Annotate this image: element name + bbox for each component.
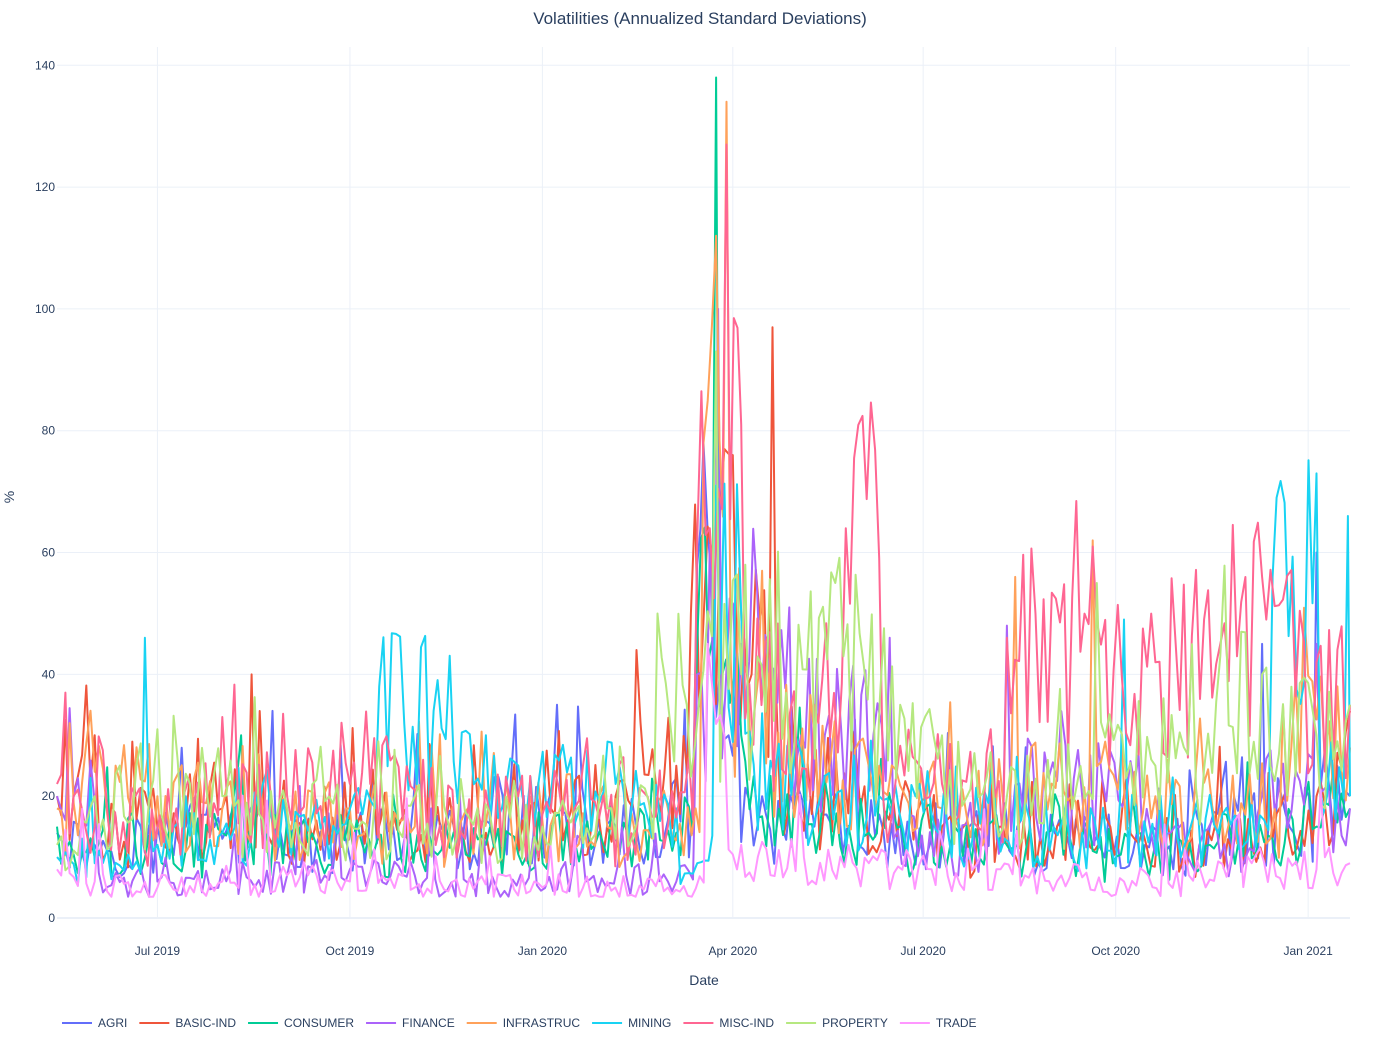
legend-label: CONSUMER [284,1016,354,1030]
legend[interactable]: AGRI BASIC-IND CONSUMER FINANCE INFRASTRUC MI… [62,1016,977,1030]
chart-title: Volatilities (Annualized Standard Deviat… [533,9,867,28]
legend-label: AGRI [98,1016,127,1030]
legend-label: MINING [628,1016,671,1030]
legend-item-trade[interactable]: TRADE [899,1016,977,1030]
legend-item-misc-ind[interactable]: MISC-IND [683,1016,774,1030]
y-tick-label: 40 [42,667,56,681]
legend-item-mining[interactable]: MINING [592,1016,671,1030]
legend-label: FINANCE [402,1016,455,1030]
legend-item-basic-ind[interactable]: BASIC-IND [139,1016,236,1030]
x-tick-label: Jan 2021 [1283,944,1333,958]
series-line-misc-ind[interactable] [56,143,1351,868]
legend-label: PROPERTY [822,1016,888,1030]
y-tick-label: 0 [48,911,55,925]
legend-item-consumer[interactable]: CONSUMER [248,1016,354,1030]
x-tick-label: Oct 2019 [326,944,375,958]
series-line-trade[interactable] [56,642,1351,898]
y-tick-label: 60 [42,546,56,560]
legend-item-infrastruc[interactable]: INFRASTRUC [466,1016,581,1030]
series-line-property[interactable] [56,350,1351,872]
legend-label: BASIC-IND [175,1016,236,1030]
x-tick-label: Jan 2020 [518,944,568,958]
legend-item-finance[interactable]: FINANCE [366,1016,455,1030]
x-tick-label: Oct 2020 [1091,944,1140,958]
y-tick-label: 80 [42,424,56,438]
x-tick-label: Apr 2020 [708,944,757,958]
x-axis-ticks: Jul 2019 Oct 2019 Jan 2020 Apr 2020 Jul 2020… [135,944,1333,958]
y-tick-label: 140 [35,58,55,72]
legend-label: TRADE [936,1016,977,1030]
y-axis-ticks: 0 20 40 60 80 100 120 140 [35,58,55,925]
legend-label: INFRASTRUC [503,1016,581,1030]
legend-item-property[interactable]: PROPERTY [786,1016,888,1030]
y-axis-label: % [1,491,17,503]
legend-item-agri[interactable]: AGRI [62,1016,127,1030]
legend-label: MISC-IND [719,1016,774,1030]
y-tick-label: 100 [35,302,55,316]
x-tick-label: Jul 2019 [135,944,181,958]
y-tick-label: 20 [42,789,56,803]
series-line-basic-ind[interactable] [56,326,1351,879]
y-tick-label: 120 [35,180,55,194]
x-tick-label: Jul 2020 [900,944,946,958]
series-lines[interactable] [56,76,1351,898]
x-axis-label: Date [689,972,719,988]
